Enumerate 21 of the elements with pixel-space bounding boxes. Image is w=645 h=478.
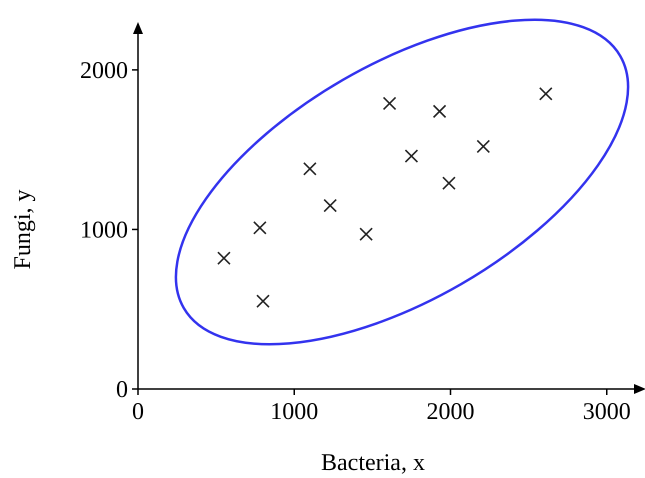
point — [442, 176, 456, 190]
x-tick-label: 3000 — [582, 399, 631, 425]
point — [359, 227, 373, 242]
x-axis-title: Bacteria, x — [321, 450, 425, 476]
point — [476, 140, 490, 154]
x-tick-label: 0 — [132, 399, 144, 425]
point — [404, 149, 418, 163]
y-tick-label: 0 — [116, 377, 128, 403]
point — [303, 162, 317, 176]
y-tick-label: 1000 — [80, 217, 128, 244]
point — [217, 251, 231, 265]
y-axis-title: Fungi, y — [10, 189, 36, 270]
point — [323, 198, 337, 212]
x-tick-label: 2000 — [426, 399, 474, 425]
point — [539, 87, 553, 101]
point — [432, 104, 446, 118]
point — [253, 221, 267, 235]
point — [256, 294, 270, 308]
x-tick-label: 1000 — [270, 399, 318, 425]
y-tick-label: 2000 — [80, 58, 128, 84]
point — [382, 96, 396, 110]
